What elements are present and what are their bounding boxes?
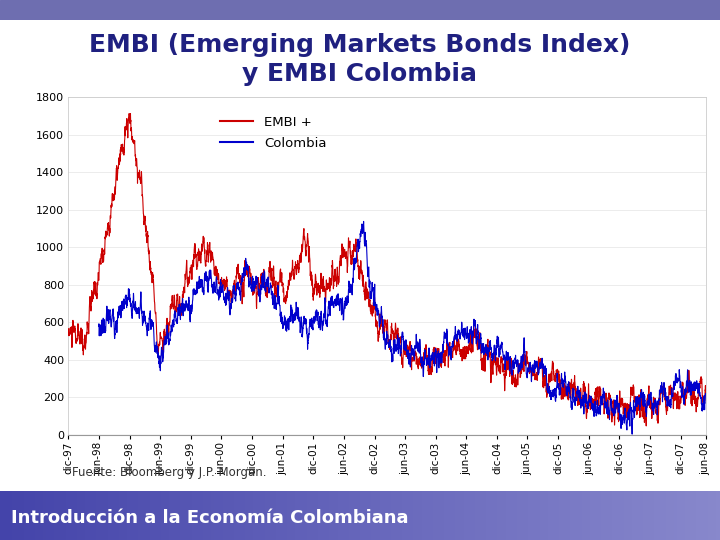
Text: y EMBI Colombia: y EMBI Colombia: [243, 63, 477, 86]
Text: Introducción a la Economía Colombiana: Introducción a la Economía Colombiana: [11, 509, 408, 527]
Legend: EMBI +, Colombia: EMBI +, Colombia: [215, 111, 332, 155]
Text: Fuente: Bloomberg y J.P. Morgan.: Fuente: Bloomberg y J.P. Morgan.: [72, 466, 266, 479]
Text: EMBI (Emerging Markets Bonds Index): EMBI (Emerging Markets Bonds Index): [89, 33, 631, 57]
